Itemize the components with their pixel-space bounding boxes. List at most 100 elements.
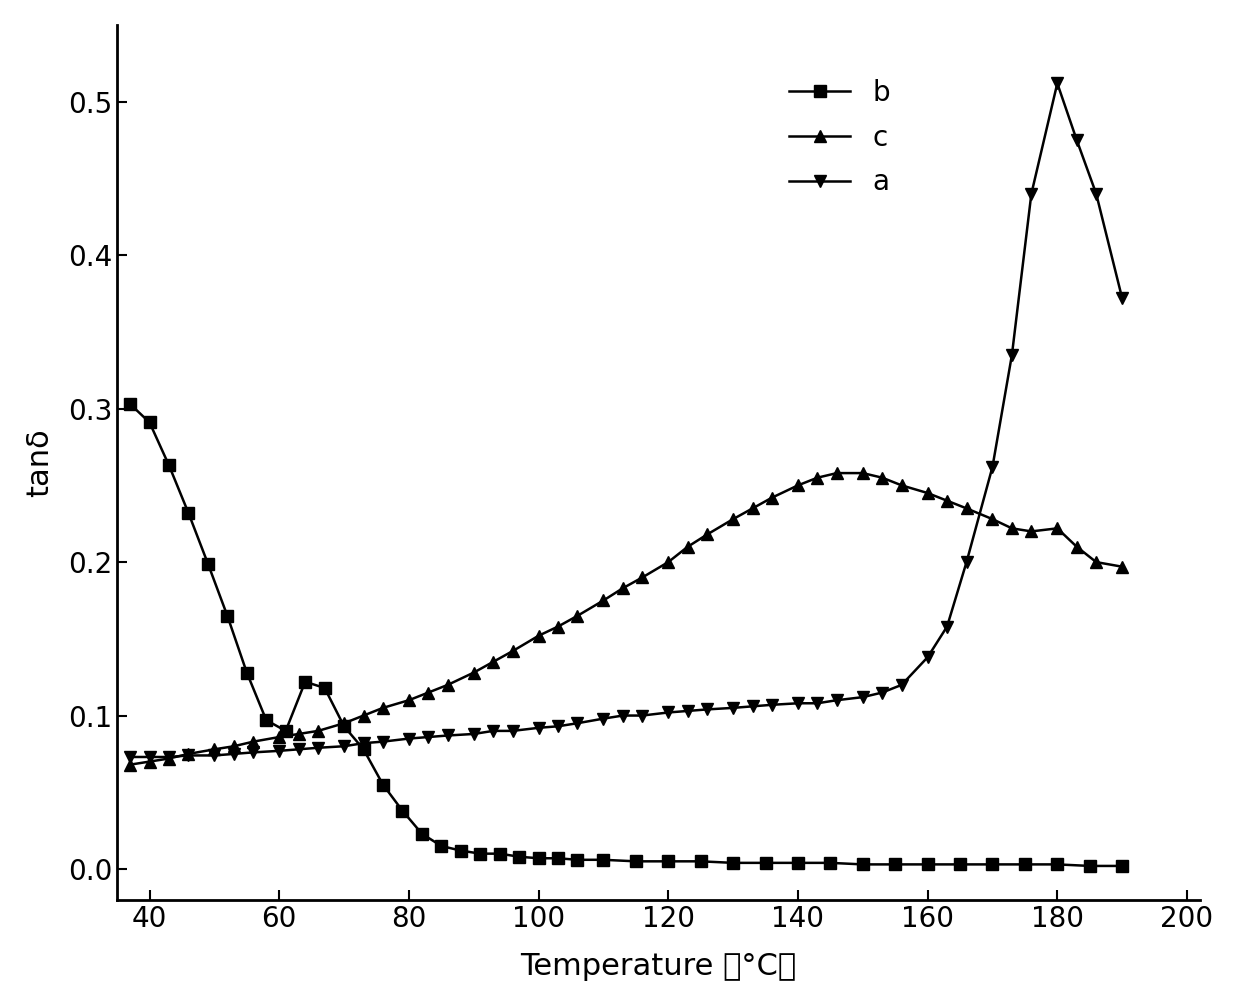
c: [940, 495, 955, 507]
a: [635, 709, 650, 721]
c: [207, 743, 222, 756]
c: [227, 740, 242, 752]
c: [830, 467, 844, 479]
c: [161, 752, 176, 765]
b: [531, 852, 546, 864]
a: [856, 691, 870, 703]
a: [1050, 77, 1065, 90]
c: [699, 528, 714, 540]
b: [1083, 860, 1097, 872]
a: [570, 717, 585, 729]
Line: a: a: [124, 77, 1127, 763]
b: [512, 851, 527, 863]
c: [486, 656, 501, 668]
c: [661, 556, 676, 568]
a: [1004, 349, 1019, 361]
b: [856, 858, 870, 870]
c: [181, 747, 196, 760]
b: [278, 725, 293, 737]
b: [336, 720, 351, 732]
a: [615, 709, 630, 721]
a: [985, 461, 999, 473]
a: [791, 697, 806, 709]
a: [466, 728, 481, 740]
a: [1069, 134, 1084, 146]
b: [596, 854, 611, 866]
c: [810, 472, 825, 484]
a: [123, 750, 138, 763]
c: [791, 479, 806, 491]
c: [959, 502, 973, 514]
a: [181, 749, 196, 762]
b: [239, 667, 254, 679]
c: [874, 472, 889, 484]
a: [311, 741, 326, 753]
c: [1004, 522, 1019, 534]
a: [1089, 188, 1104, 200]
b: [219, 610, 234, 622]
c: [570, 610, 585, 622]
a: [227, 747, 242, 760]
b: [201, 557, 216, 569]
a: [440, 729, 455, 741]
b: [396, 805, 410, 817]
c: [376, 702, 391, 714]
c: [596, 595, 611, 607]
b: [693, 855, 708, 867]
a: [246, 746, 260, 759]
a: [356, 737, 371, 749]
b: [492, 848, 507, 860]
c: [291, 728, 306, 740]
c: [420, 686, 435, 698]
a: [1024, 188, 1039, 200]
b: [298, 676, 312, 688]
b: [181, 507, 196, 519]
c: [531, 630, 546, 642]
c: [920, 487, 935, 499]
b: [629, 855, 644, 867]
a: [699, 703, 714, 715]
c: [551, 621, 565, 633]
c: [143, 756, 157, 768]
b: [725, 857, 740, 869]
b: [952, 858, 967, 870]
c: [681, 540, 696, 552]
c: [466, 667, 481, 679]
c: [246, 735, 260, 747]
c: [745, 502, 760, 514]
b: [356, 743, 371, 756]
b: [758, 857, 773, 869]
c: [356, 709, 371, 721]
b: [985, 858, 999, 870]
a: [420, 731, 435, 743]
c: [272, 731, 286, 743]
Line: b: b: [124, 398, 1127, 871]
b: [454, 845, 469, 857]
b: [143, 416, 157, 429]
b: [888, 858, 903, 870]
b: [823, 857, 838, 869]
a: [874, 686, 889, 698]
c: [725, 513, 740, 525]
c: [402, 694, 417, 706]
Y-axis label: tanδ: tanδ: [25, 428, 55, 497]
c: [505, 645, 520, 657]
a: [1115, 292, 1130, 304]
c: [985, 513, 999, 525]
b: [434, 840, 449, 852]
a: [920, 651, 935, 663]
b: [376, 779, 391, 791]
c: [856, 467, 870, 479]
a: [376, 735, 391, 747]
b: [570, 854, 585, 866]
b: [791, 857, 806, 869]
a: [681, 705, 696, 717]
a: [745, 700, 760, 712]
b: [259, 714, 274, 726]
a: [894, 679, 909, 691]
a: [402, 732, 417, 744]
c: [1089, 556, 1104, 568]
c: [440, 679, 455, 691]
b: [1115, 860, 1130, 872]
a: [207, 749, 222, 762]
